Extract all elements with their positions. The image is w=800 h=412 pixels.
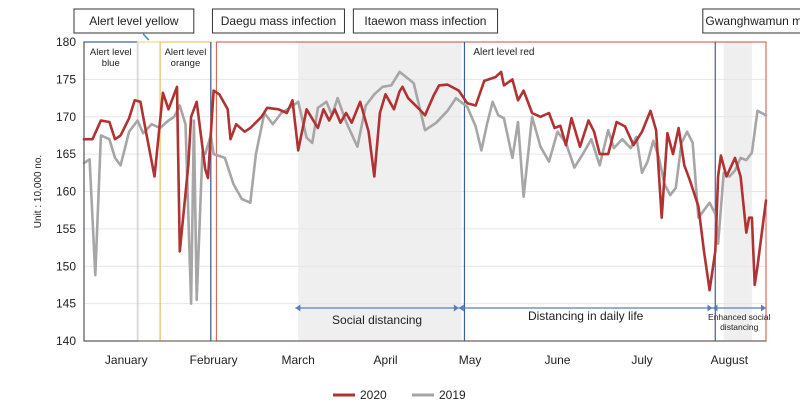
distancing-label-distancing-in-daily-life: Distancing in daily life <box>528 309 644 323</box>
phase-label-alert-level-orange: Alert level orange <box>165 47 207 69</box>
event-box-gwanghwamun-mass-infection <box>702 8 800 34</box>
alert-yellow-arrow <box>142 33 150 41</box>
event-markers <box>210 42 716 341</box>
distancing-label-enhanced-social-distancing: Enhanced social distancing <box>708 312 770 332</box>
y-tick-label-150: 150 <box>56 259 76 273</box>
series-line-2020 <box>82 70 768 292</box>
x-tick-label-may: May <box>459 353 482 367</box>
y-tick-label-180: 180 <box>56 35 76 49</box>
distancing-arrowhead-right <box>453 304 459 312</box>
y-tick-label-160: 160 <box>56 185 76 199</box>
x-tick-label-january: January <box>105 353 148 367</box>
x-tick-label-august: August <box>711 353 749 367</box>
distancing-arrowhead-left <box>458 304 464 312</box>
event-label-gwanghwamun-mass-infection: Gwanghwamun mass infection <box>705 14 800 28</box>
x-tick-label-april: April <box>374 353 398 367</box>
distancing-label-line: Enhanced social <box>708 312 770 322</box>
y-tick-label-155: 155 <box>56 222 76 236</box>
phase-label-alert-level-red: Alert level red <box>473 47 534 58</box>
distancing-label-social-distancing: Social distancing <box>332 313 422 327</box>
distancing-arrowhead-right <box>761 304 766 312</box>
event-label-alert-level-yellow: Alert level yellow <box>89 14 179 28</box>
axes: 140 145 150 155 160 165 170 175 180 Unit : 10,000… <box>33 35 766 367</box>
y-tick-label-170: 170 <box>56 110 76 124</box>
series-line-2019 <box>82 70 768 305</box>
phase-label-line: blue <box>102 58 120 69</box>
y-axis-title: Unit : 10,000 no. <box>33 155 44 228</box>
x-tick-label-february: February <box>190 353 238 367</box>
phase-label-line: orange <box>171 58 201 69</box>
legend-label-2020: 2020 <box>360 388 387 402</box>
legend-label-2019: 2019 <box>439 388 466 402</box>
event-box-itaewon-mass-infection <box>352 8 499 34</box>
distancing-arrowhead-right <box>707 304 713 312</box>
distancing-arrowhead-left <box>295 304 301 312</box>
event-labels: Alert level yellow Daegu mass infection It… <box>73 8 800 41</box>
event-label-itaewon-mass-infection: Itaewon mass infection <box>364 14 486 28</box>
distancing-arrowhead-left <box>712 304 718 312</box>
event-label-daegu-mass-infection: Daegu mass infection <box>221 14 336 28</box>
y-tick-label-175: 175 <box>56 72 76 86</box>
x-tick-label-march: March <box>282 353 315 367</box>
y-tick-label-145: 145 <box>56 297 76 311</box>
phase-label-line: Alert level <box>90 47 132 58</box>
event-box-daegu-mass-infection <box>211 8 345 34</box>
distancing-label-line: distancing <box>720 322 759 332</box>
x-tick-label-july: July <box>631 353 652 367</box>
y-tick-label-140: 140 <box>56 334 76 348</box>
event-box-alert-level-yellow <box>73 8 195 34</box>
phase-label-line: Alert level <box>165 47 207 58</box>
x-tick-label-june: June <box>544 353 570 367</box>
distancing-periods: Social distancing Distancing in daily lif… <box>295 304 771 332</box>
phase-label-alert-level-blue: Alert level blue <box>90 47 132 69</box>
data-series <box>82 70 768 305</box>
legend: 2020 2019 <box>333 388 466 402</box>
y-tick-label-165: 165 <box>56 147 76 161</box>
